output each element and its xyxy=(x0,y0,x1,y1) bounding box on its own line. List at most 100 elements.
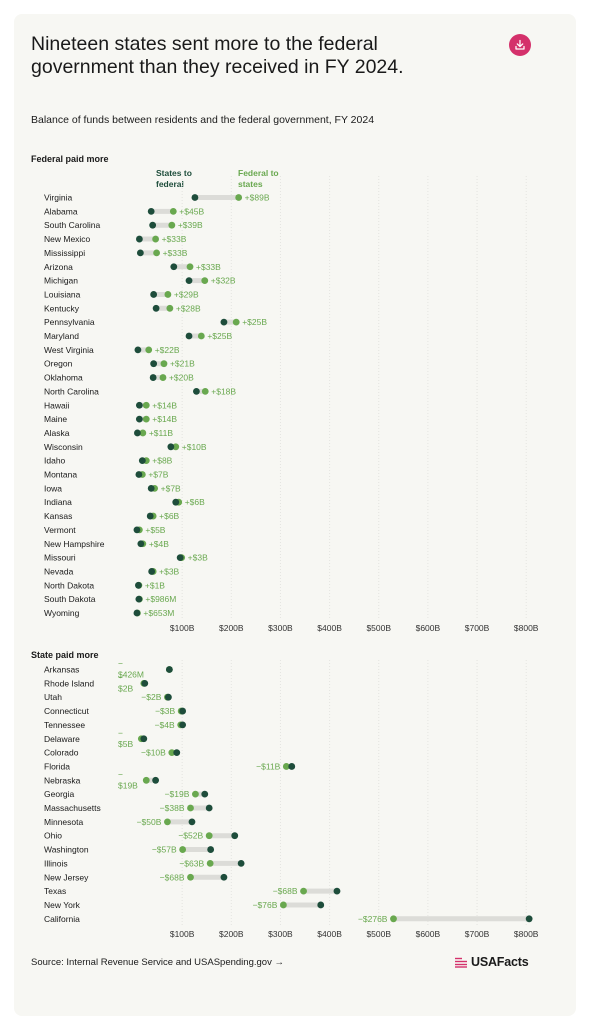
x-tick-label: $700B xyxy=(465,623,490,633)
x-tick-label: $600B xyxy=(416,623,441,633)
value-label: +$22B xyxy=(155,345,180,355)
value-label: −$76B xyxy=(253,900,278,910)
value-label: −$50B xyxy=(137,817,162,827)
row-label-indiana: Indiana xyxy=(44,497,72,507)
x-tick-label: $200B xyxy=(219,623,244,633)
value-label: +$29B xyxy=(174,289,199,299)
point-states-to-federal xyxy=(201,790,209,798)
point-states-to-federal xyxy=(164,693,172,701)
row-label-alaska: Alaska xyxy=(44,428,70,438)
point-federal-to-states xyxy=(153,249,160,257)
value-label: −$68B xyxy=(160,872,185,882)
point-federal-to-states xyxy=(232,318,240,326)
row-label-iowa: Iowa xyxy=(44,483,62,493)
point-states-to-federal xyxy=(525,915,533,923)
point-states-to-federal xyxy=(140,735,148,743)
point-states-to-federal xyxy=(167,443,175,451)
row-label-maine: Maine xyxy=(44,414,67,424)
point-federal-to-states xyxy=(390,915,397,923)
row-label-west-virginia: West Virginia xyxy=(44,345,94,355)
value-label: −$63B xyxy=(179,858,204,868)
point-states-to-federal xyxy=(147,207,155,215)
legend-states-to-federal: States to federal xyxy=(156,168,192,189)
point-federal-to-states xyxy=(235,194,243,201)
value-label: +$4B xyxy=(149,539,169,549)
row-label-minnesota: Minnesota xyxy=(44,817,83,827)
point-states-to-federal xyxy=(149,374,157,381)
row-label-illinois: Illinois xyxy=(44,858,68,868)
point-states-to-federal xyxy=(152,776,160,784)
legend-federal-to-states: Federal to states xyxy=(238,168,279,189)
value-label: +$89B xyxy=(245,193,270,203)
point-federal-to-states xyxy=(145,346,153,354)
row-label-south-carolina: South Carolina xyxy=(44,220,101,230)
value-label: +$653M xyxy=(143,608,174,618)
point-federal-to-states xyxy=(205,832,213,840)
row-label-massachusetts: Massachusetts xyxy=(44,803,101,813)
point-states-to-federal xyxy=(231,832,239,840)
value-label: − xyxy=(118,769,123,779)
row-label-montana: Montana xyxy=(44,470,77,480)
point-federal-to-states xyxy=(168,749,176,756)
point-states-to-federal xyxy=(135,581,142,589)
x-tick-label: $200B xyxy=(219,929,244,939)
row-label-virginia: Virginia xyxy=(44,193,72,203)
value-label: +$3B xyxy=(159,566,179,576)
section-label-federal-paid-more: Federal paid more xyxy=(31,154,109,164)
point-federal-to-states xyxy=(186,263,194,271)
point-federal-to-states xyxy=(282,763,290,770)
point-states-to-federal xyxy=(170,263,178,271)
value-label: −$4B xyxy=(155,720,175,730)
row-label-delaware: Delaware xyxy=(44,734,80,744)
value-label: +$8B xyxy=(152,456,172,466)
value-label: $2B xyxy=(118,683,133,693)
x-tick-label: $400B xyxy=(317,929,342,939)
chart-subtitle: Balance of funds between residents and t… xyxy=(31,114,375,126)
value-label: − xyxy=(118,659,123,669)
x-tick-label: $500B xyxy=(366,929,391,939)
point-federal-to-states xyxy=(168,221,176,229)
point-federal-to-states xyxy=(179,846,187,853)
download-button[interactable] xyxy=(509,34,531,56)
point-states-to-federal xyxy=(148,568,156,575)
x-tick-label: $400B xyxy=(317,623,342,633)
row-label-ohio: Ohio xyxy=(44,831,62,841)
point-federal-to-states xyxy=(142,401,150,409)
page-title: Nineteen states sent more to the federal… xyxy=(31,33,404,78)
row-label-new-jersey: New Jersey xyxy=(44,872,89,882)
point-states-to-federal xyxy=(138,457,146,465)
point-states-to-federal xyxy=(150,291,158,298)
row-label-arkansas: Arkansas xyxy=(44,665,79,675)
point-states-to-federal xyxy=(317,901,325,909)
row-label-wyoming: Wyoming xyxy=(44,608,80,618)
point-states-to-federal xyxy=(134,429,141,437)
row-label-wisconsin: Wisconsin xyxy=(44,442,83,452)
row-label-michigan: Michigan xyxy=(44,276,78,286)
row-label-vermont: Vermont xyxy=(44,525,76,535)
value-label: +$7B xyxy=(161,483,181,493)
row-label-oklahoma: Oklahoma xyxy=(44,373,83,383)
point-federal-to-states xyxy=(169,207,177,215)
value-label: −$3B xyxy=(155,706,175,716)
row-label-kentucky: Kentucky xyxy=(44,303,80,313)
point-federal-to-states xyxy=(206,860,214,867)
point-federal-to-states xyxy=(201,388,209,395)
row-label-missouri: Missouri xyxy=(44,553,76,563)
point-federal-to-states xyxy=(187,873,194,881)
value-label: −$11B xyxy=(256,761,281,771)
point-federal-to-states xyxy=(166,304,174,312)
point-states-to-federal xyxy=(191,194,199,201)
row-label-kansas: Kansas xyxy=(44,511,72,521)
value-label: +$33B xyxy=(163,248,188,258)
source-link[interactable]: Source: Internal Revenue Service and USA… xyxy=(31,957,284,968)
point-states-to-federal xyxy=(135,471,143,478)
value-label: −$10B xyxy=(141,748,166,758)
point-states-to-federal xyxy=(172,498,180,506)
row-label-pennsylvania: Pennsylvania xyxy=(44,317,95,327)
x-tick-label: $600B xyxy=(416,929,441,939)
point-federal-to-states xyxy=(279,901,287,909)
value-label: $19B xyxy=(118,780,138,790)
row-label-hawaii: Hawaii xyxy=(44,400,70,410)
x-tick-label: $300B xyxy=(268,929,293,939)
